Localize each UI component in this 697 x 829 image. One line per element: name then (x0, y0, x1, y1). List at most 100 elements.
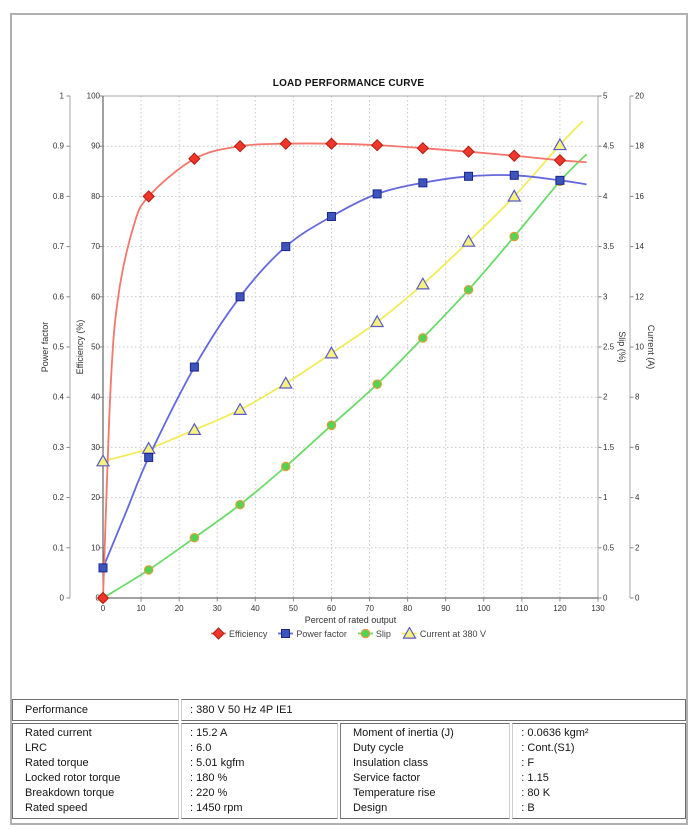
slip-axis-title: Slip (%) (617, 331, 627, 363)
efficiency-axis-title: Efficiency (%) (75, 319, 85, 375)
svg-text:5: 5 (603, 92, 608, 101)
performance-row: Performance : 380 V 50 Hz 4P IE1 (12, 699, 686, 721)
svg-text:6: 6 (635, 443, 640, 452)
x-axis-label: Percent of rated output (304, 615, 397, 625)
spec-label: Rated current (25, 727, 92, 739)
svg-text:1.5: 1.5 (603, 443, 615, 452)
svg-text:30: 30 (91, 443, 100, 452)
svg-text:70: 70 (365, 604, 374, 613)
svg-text:0.8: 0.8 (53, 192, 65, 201)
spec-label: Locked rotor torque (25, 772, 121, 784)
svg-text:3.5: 3.5 (603, 242, 615, 251)
svg-text:30: 30 (213, 604, 222, 613)
page-border (10, 13, 688, 825)
spec-value: : Cont.(S1) (521, 742, 575, 754)
spec-label: Temperature rise (352, 787, 436, 799)
spec-value: : 6.0 (190, 742, 212, 754)
svg-text:0.1: 0.1 (53, 543, 65, 552)
svg-text:80: 80 (91, 192, 100, 201)
spec-label: Moment of inertia (J) (352, 727, 454, 739)
svg-text:4: 4 (635, 493, 640, 502)
load-performance-chart: 00.10.20.30.40.50.60.70.80.9101020304050… (40, 78, 656, 640)
svg-text:20: 20 (91, 493, 100, 502)
svg-text:60: 60 (91, 292, 100, 301)
spec-label: Breakdown torque (25, 787, 115, 799)
svg-text:0.9: 0.9 (53, 142, 65, 151)
svg-text:1: 1 (603, 493, 608, 502)
svg-text:2: 2 (603, 393, 608, 402)
spec-value: : 220 % (190, 787, 228, 799)
performance-value: : 380 V 50 Hz 4P IE1 (181, 699, 686, 721)
svg-text:0.5: 0.5 (53, 343, 65, 352)
power-factor-axis-title: Power factor (40, 321, 50, 373)
spec-label: Design (352, 802, 388, 814)
spec-label-column: Rated current LRC Rated torque Locked rotor… (12, 723, 179, 819)
spec-value: : F (521, 757, 535, 769)
efficiency-markers (96, 137, 567, 605)
spec-value-column: : 0.0636 kgm² : Cont.(S1) : F : 1.15 : 80 K:… (512, 723, 686, 819)
svg-text:90: 90 (441, 604, 450, 613)
current-axis-title: Current (A) (646, 324, 656, 370)
spec-label: Rated torque (25, 757, 89, 769)
svg-text:70: 70 (91, 242, 100, 251)
legend-label: Power factor (296, 628, 347, 639)
svg-text:18: 18 (635, 142, 644, 151)
svg-text:2.5: 2.5 (603, 343, 615, 352)
spec-value: : 80 K (521, 787, 551, 799)
spec-value: : 1450 rpm (190, 802, 243, 814)
svg-text:0.2: 0.2 (53, 493, 65, 502)
svg-text:1: 1 (60, 92, 65, 101)
spec-label: Service factor (352, 772, 421, 784)
svg-text:90: 90 (91, 142, 100, 151)
svg-text:0: 0 (101, 604, 106, 613)
svg-text:10: 10 (137, 604, 146, 613)
spec-value: : B (521, 802, 535, 814)
svg-text:120: 120 (553, 604, 567, 613)
svg-text:50: 50 (289, 604, 298, 613)
load-performance-curve-svg: 00.10.20.30.40.50.60.70.80.9101020304050… (53, 92, 645, 614)
spec-label: LRC (25, 742, 48, 754)
svg-text:14: 14 (635, 242, 644, 251)
slip-axis: 0 0.5 1 1.5 2 2.5 3 3.5 4 4.5 5 (598, 92, 615, 603)
legend-label: Current at 380 V (419, 628, 486, 639)
svg-text:2: 2 (635, 543, 640, 552)
spec-value: : 180 % (190, 772, 228, 784)
legend-item-current-at-380-v: Current at 380 V (401, 627, 486, 640)
svg-text:0.4: 0.4 (53, 393, 65, 402)
svg-text:100: 100 (477, 604, 491, 613)
spec-value: : 0.0636 kgm² (521, 727, 589, 739)
svg-text:100: 100 (87, 92, 101, 101)
svg-text:12: 12 (635, 292, 644, 301)
svg-text:60: 60 (327, 604, 336, 613)
legend-item-efficiency: Efficiency (211, 627, 267, 640)
spec-value: : 1.15 (521, 772, 549, 784)
x-axis-ticks: 0 10 20 30 40 50 60 70 80 90 100 110 120 130 (101, 598, 605, 613)
spec-value: : 15.2 A (190, 727, 228, 739)
power-factor-axis: 0 0.1 0.2 0.3 0.4 0.5 0.6 0.7 0.8 0.9 1 (53, 92, 71, 603)
svg-text:4.5: 4.5 (603, 142, 615, 151)
svg-text:0: 0 (635, 594, 640, 603)
svg-text:10: 10 (91, 543, 100, 552)
svg-text:0.6: 0.6 (53, 292, 65, 301)
diamond-marker-icon (211, 627, 227, 640)
svg-text:0: 0 (603, 594, 608, 603)
power-factor-markers (98, 170, 565, 573)
performance-label: Performance (12, 699, 179, 721)
legend-label: Efficiency (229, 628, 268, 639)
svg-text:130: 130 (591, 604, 605, 613)
spec-label: Insulation class (352, 757, 429, 769)
svg-text:0.5: 0.5 (603, 543, 615, 552)
legend-item-power-factor: Power factor (278, 627, 347, 640)
spec-label: Duty cycle (352, 742, 404, 754)
spec-label: Rated speed (25, 802, 88, 814)
svg-text:80: 80 (403, 604, 412, 613)
current-axis: 0 2 4 6 8 10 12 14 16 18 20 (629, 92, 644, 603)
spec-body-row: Rated current LRC Rated torque Locked rotor… (12, 723, 686, 819)
svg-text:16: 16 (635, 192, 644, 201)
svg-text:40: 40 (251, 604, 260, 613)
svg-text:110: 110 (515, 604, 528, 613)
spec-label-column: Moment of inertia (J) Duty cycle Insulatio… (339, 723, 511, 819)
current-at-380-v-markers (95, 137, 567, 467)
